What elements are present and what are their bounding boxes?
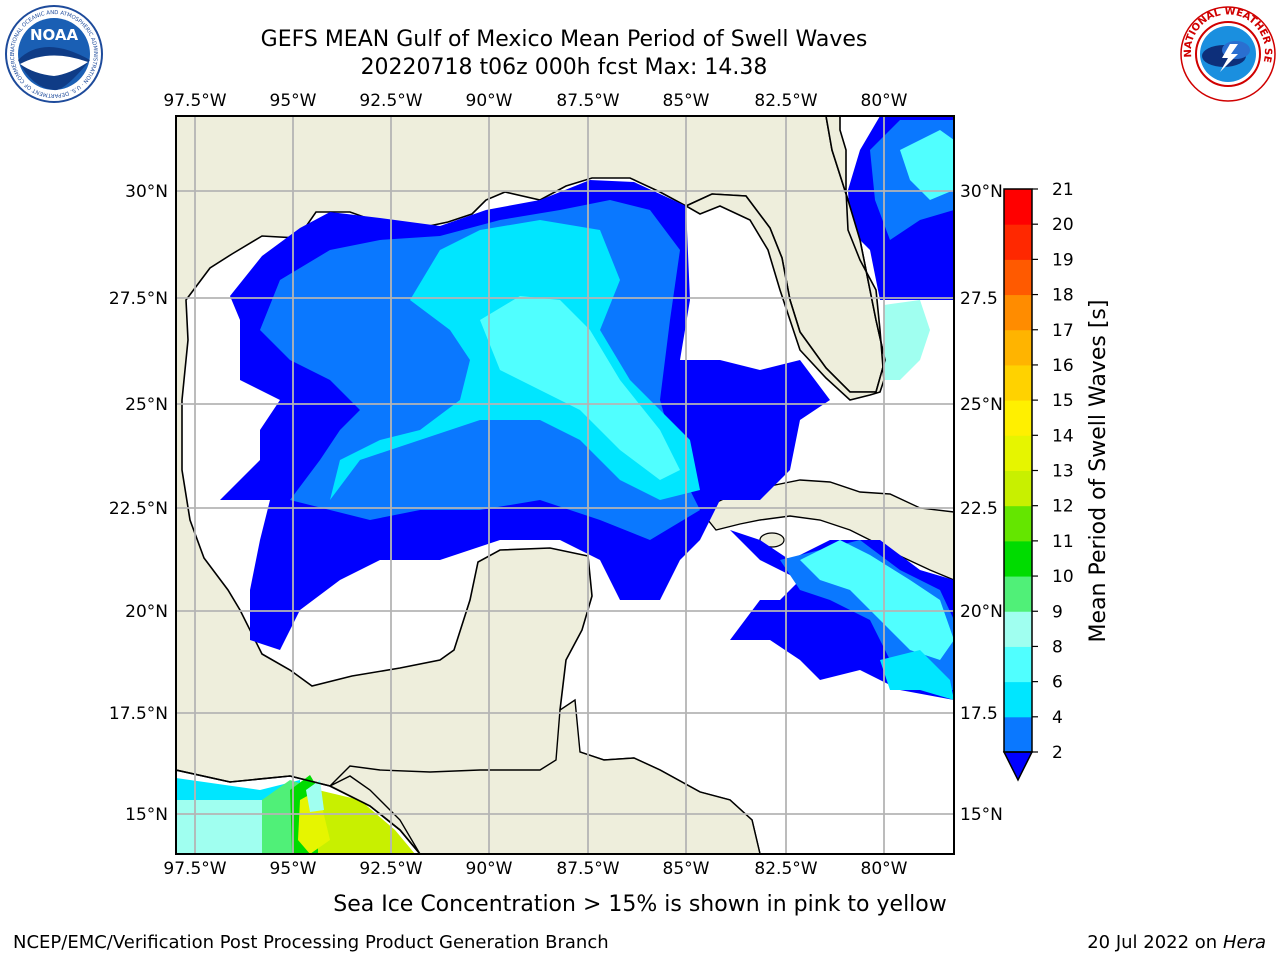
colorbar-tick-label: 13 [1052,462,1074,482]
lon-label-top: 90°W [466,91,513,111]
colorbar-segment [1004,681,1032,718]
lat-label-left: 15°N [125,805,168,825]
lon-label-bottom: 92.5°W [359,859,422,879]
lon-label-top: 92.5°W [359,91,422,111]
lat-label-left: 25°N [125,395,168,415]
lon-label-bottom: 82.5°W [754,859,817,879]
colorbar-segment [1004,259,1032,296]
footer-date-text: 20 Jul 2022 on [1087,932,1223,953]
lon-label-bottom: 95°W [270,859,317,879]
lon-label-bottom: 97.5°W [163,859,226,879]
lat-label-right: 20°N [960,602,1003,622]
lat-label-right: 27.5 [960,289,998,309]
colorbar-segment [1004,400,1032,436]
graticule [176,116,954,854]
lat-label-left: 27.5°N [109,289,168,309]
lon-label-bottom: 87.5°W [556,859,619,879]
colorbar-tick-label: 4 [1052,708,1063,728]
colorbar-tick-label: 17 [1052,321,1074,341]
lat-label-right: 30°N [960,182,1003,202]
lat-label-right: 25°N [960,395,1003,415]
lon-label-top: 97.5°W [163,91,226,111]
colorbar-tick-label: 6 [1052,673,1063,693]
lat-label-left: 20°N [125,602,168,622]
colorbar: 2 4 6 8 9 10 11 12 13 14 15 16 17 18 19 20 21 [1002,180,1074,782]
colorbar-tick-label: 9 [1052,602,1063,622]
footer-host: Hera [1222,932,1266,953]
lon-label-bottom: 80°W [861,859,908,879]
colorbar-tick-label: 2 [1052,743,1063,763]
colorbar-segment [1004,716,1032,753]
colorbar-tick-label: 20 [1052,215,1074,235]
colorbar-tick-label: 8 [1052,637,1063,657]
colorbar-segment [1004,294,1032,331]
lon-label-top: 95°W [270,91,317,111]
colorbar-segment [1004,224,1032,260]
map-area [176,116,954,854]
colorbar-segment [1004,189,1032,225]
noaa-logo-text: NOAA [30,26,79,44]
nws-logo: NATIONAL WEATHER SERVICE [1178,4,1276,102]
colorbar-segment [1004,611,1032,647]
colorbar-segment [1004,540,1032,577]
lon-label-top: 80°W [861,91,908,111]
lat-label-left: 17.5°N [109,704,168,724]
lat-label-right: 22.5 [960,499,998,519]
footer-date: 20 Jul 2022 on Hera [1087,932,1266,953]
colorbar-tick-label: 14 [1052,426,1074,446]
colorbar-segment [1004,646,1032,683]
colorbar-segment [1004,505,1032,542]
colorbar-tick-label: 10 [1052,567,1074,587]
colorbar-tick-label: 18 [1052,286,1074,306]
lon-label-bottom: 90°W [466,859,513,879]
footer-credit: NCEP/EMC/Verification Post Processing Pr… [13,932,609,953]
lat-label-right: 17.5 [960,704,998,724]
colorbar-segment [1004,470,1032,507]
florida [684,116,886,401]
map-figure: 97.5°W 95°W 92.5°W 90°W 87.5°W 85°W 82.5… [109,91,1111,879]
lon-labels: 97.5°W 95°W 92.5°W 90°W 87.5°W 85°W 82.5… [163,91,907,879]
lat-labels: 30°N 27.5°N 25°N 22.5°N 20°N 17.5°N 15°N… [109,182,1003,825]
colorbar-tick-label: 11 [1052,532,1074,552]
colorbar-segment [1004,329,1032,366]
map-frame [175,115,955,855]
lon-label-top: 82.5°W [754,91,817,111]
lat-label-left: 22.5°N [109,499,168,519]
colorbar-label: Mean Period of Swell Waves [s] [1086,300,1111,643]
lat-label-right: 15°N [960,805,1003,825]
colorbar-segment [1004,435,1032,471]
colorbar-tick-label: 16 [1052,356,1074,376]
lat-label-left: 30°N [125,182,168,202]
lon-label-bottom: 85°W [663,859,710,879]
lon-label-top: 85°W [663,91,710,111]
sea-ice-note: Sea Ice Concentration > 15% is shown in … [333,892,947,917]
central-america [329,698,761,854]
lon-label-top: 87.5°W [556,91,619,111]
chart-subtitle: 20220718 t06z 000h fcst Max: 14.38 [360,55,768,80]
cuba [698,479,954,581]
colorbar-tick-label: 21 [1052,180,1074,200]
chart-title: GEFS MEAN Gulf of Mexico Mean Period of … [260,27,868,52]
noaa-logo: NOAA NATIONAL OCEANIC AND ATMOSPHERIC AD… [5,5,103,103]
colorbar-tick-label: 19 [1052,250,1074,270]
colorbar-segment [1004,364,1032,401]
colorbar-segment [1004,576,1032,612]
colorbar-tick-label: 15 [1052,391,1074,411]
colorbar-tick-label: 12 [1052,497,1074,517]
colorbar-extension [1002,751,1034,782]
